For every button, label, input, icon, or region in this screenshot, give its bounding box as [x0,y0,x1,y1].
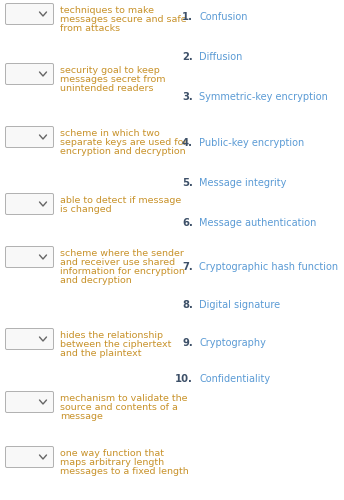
Text: and receiver use shared: and receiver use shared [60,258,175,267]
Text: messages secret from: messages secret from [60,75,165,84]
FancyBboxPatch shape [6,194,54,214]
Text: one way function that: one way function that [60,449,164,458]
Text: messages to a fixed length: messages to a fixed length [60,467,189,476]
Text: unintended readers: unintended readers [60,84,153,93]
FancyBboxPatch shape [6,328,54,349]
Text: techniques to make: techniques to make [60,6,154,15]
Text: is changed: is changed [60,205,111,214]
Text: messages secure and safe: messages secure and safe [60,15,187,24]
Text: 5.: 5. [182,178,193,188]
Text: Public-key encryption: Public-key encryption [199,138,304,148]
Text: Cryptographic hash function: Cryptographic hash function [199,262,338,272]
Text: 2.: 2. [182,52,193,62]
Text: 7.: 7. [182,262,193,272]
Text: source and contents of a: source and contents of a [60,403,178,412]
FancyBboxPatch shape [6,246,54,268]
Text: scheme in which two: scheme in which two [60,129,160,138]
Text: encryption and decryption: encryption and decryption [60,147,186,156]
Text: Diffusion: Diffusion [199,52,243,62]
Text: message: message [60,412,103,421]
Text: Message integrity: Message integrity [199,178,286,188]
Text: from attacks: from attacks [60,24,120,33]
Text: separate keys are used for: separate keys are used for [60,138,187,147]
Text: information for encryption: information for encryption [60,267,185,276]
Text: 10.: 10. [175,374,193,384]
Text: hides the relationship: hides the relationship [60,331,163,340]
Text: Cryptography: Cryptography [199,338,266,348]
FancyBboxPatch shape [6,64,54,84]
Text: maps arbitrary length: maps arbitrary length [60,458,164,467]
Text: security goal to keep: security goal to keep [60,66,160,75]
Text: 6.: 6. [182,218,193,228]
Text: 4.: 4. [182,138,193,148]
Text: scheme where the sender: scheme where the sender [60,249,184,258]
Text: mechanism to validate the: mechanism to validate the [60,394,187,403]
FancyBboxPatch shape [6,4,54,24]
FancyBboxPatch shape [6,446,54,468]
Text: 3.: 3. [182,92,193,102]
FancyBboxPatch shape [6,392,54,412]
Text: 8.: 8. [182,300,193,310]
FancyBboxPatch shape [6,126,54,148]
Text: 1.: 1. [182,12,193,22]
Text: Symmetric-key encryption: Symmetric-key encryption [199,92,328,102]
Text: Confusion: Confusion [199,12,247,22]
Text: 9.: 9. [182,338,193,348]
Text: Message authentication: Message authentication [199,218,316,228]
Text: able to detect if message: able to detect if message [60,196,181,205]
Text: and the plaintext: and the plaintext [60,349,141,358]
Text: and decryption: and decryption [60,276,132,285]
Text: between the ciphertext: between the ciphertext [60,340,171,349]
Text: Digital signature: Digital signature [199,300,280,310]
Text: Confidentiality: Confidentiality [199,374,270,384]
